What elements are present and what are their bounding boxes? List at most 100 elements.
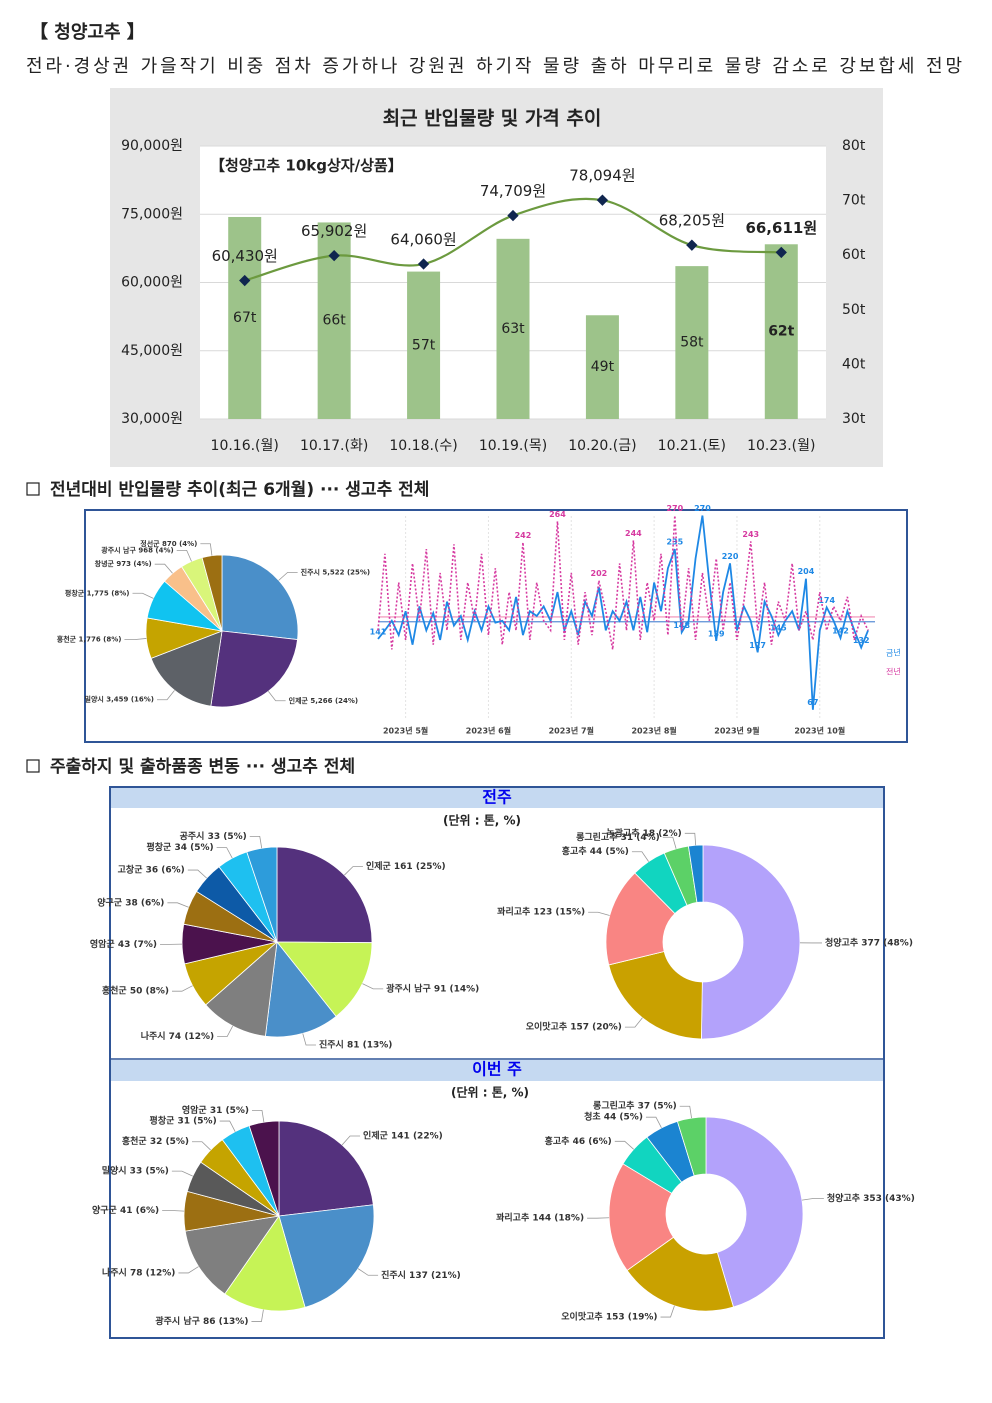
- slice-label: 평창군 31 (5%): [150, 1115, 217, 1127]
- price-marker: [596, 194, 609, 206]
- price-marker: [507, 209, 519, 222]
- y2-tick-label: 50t: [842, 302, 866, 318]
- x-tick-label: 10.19.(목): [479, 438, 547, 454]
- leader-line: [157, 690, 175, 701]
- slice-label: 고창군 36 (6%): [118, 864, 185, 876]
- slice-label: 나주시 78 (12%): [102, 1266, 175, 1278]
- pie-slice: [608, 950, 703, 1040]
- slice-label: 양구군 41 (6%): [92, 1204, 159, 1216]
- point-label: 174: [818, 596, 835, 605]
- leader-line: [614, 1140, 634, 1150]
- bar: [675, 266, 709, 419]
- unit-label: (단위 : 톤, %): [451, 1085, 529, 1100]
- point-label: 204: [798, 567, 815, 576]
- x-tick-label: 2023년 10월: [794, 726, 845, 736]
- price-marker: [239, 274, 251, 287]
- leader-line: [588, 911, 610, 916]
- leader-line: [171, 1170, 193, 1177]
- point-label: 139: [708, 629, 725, 638]
- slice-label: 진주시 137 (21%): [381, 1269, 461, 1281]
- slice-label: 롱그린고추 31 (4%): [576, 831, 660, 843]
- panel-header: [111, 1060, 883, 1081]
- point-label: 67: [807, 698, 818, 707]
- leader-line: [162, 1210, 185, 1212]
- pie-slice: [278, 1204, 375, 1308]
- bar: [228, 216, 262, 419]
- bar: [407, 271, 441, 419]
- slice-label: 창녕군 973 (4%): [95, 559, 152, 568]
- annotation: 【청양고추 10kg상자/상품】: [210, 157, 403, 175]
- checkbox: [26, 482, 40, 496]
- slice-label: 청양고추 353 (43%): [827, 1192, 915, 1204]
- x-tick-label: 10.17.(화): [300, 438, 368, 454]
- pie-slice: [705, 1116, 804, 1308]
- bar-label: 62t: [768, 324, 794, 340]
- pie-slice: [184, 1215, 280, 1295]
- pie-slice: [626, 1236, 734, 1312]
- slice-label: 홍천군 50 (8%): [102, 985, 169, 997]
- y-tick-label: 30,000원: [121, 411, 183, 427]
- point-label: 141: [370, 627, 387, 636]
- leader-line: [679, 1105, 692, 1119]
- y2-tick-label: 70t: [842, 193, 866, 209]
- leader-line: [191, 1141, 211, 1151]
- slice-label: 홍고추 44 (5%): [562, 845, 629, 857]
- slice-label: 나주시 74 (12%): [141, 1030, 214, 1042]
- pie-slice: [210, 630, 298, 708]
- x-tick-label: 10.16.(월): [211, 438, 279, 454]
- bar: [585, 315, 619, 419]
- leader-line: [362, 983, 384, 990]
- slice-label: 진주시 81 (13%): [319, 1038, 392, 1050]
- leader-line: [219, 1120, 236, 1132]
- leader-line: [624, 1017, 643, 1028]
- x-tick-label: 10.18.(수): [389, 438, 457, 454]
- pie-slice: [276, 846, 373, 944]
- slice-label: 광주시 남구 86 (13%): [155, 1315, 248, 1327]
- point-label: 132: [853, 636, 870, 645]
- pie-slice: [276, 941, 373, 1017]
- slice-label: 오이맛고추 153 (19%): [561, 1311, 657, 1323]
- leader-line: [171, 985, 193, 992]
- point-label: 243: [742, 530, 759, 539]
- bar-label: 57t: [412, 337, 436, 353]
- leader-line: [631, 851, 649, 862]
- pie-slice: [605, 872, 676, 966]
- slice-label: 영암군 43 (7%): [90, 938, 157, 950]
- unit-label: (단위 : 톤, %): [443, 813, 521, 828]
- x-tick-label: 2023년 7월: [549, 726, 594, 736]
- point-label: 127: [749, 641, 766, 650]
- legend-label: 금년: [886, 648, 901, 658]
- x-tick-label: 10.21.(토): [658, 438, 726, 454]
- y-tick-label: 60,000원: [121, 275, 183, 291]
- x-tick-label: 10.20.(금): [568, 438, 636, 454]
- leader-line: [249, 835, 263, 849]
- slice-label: 홍천군 32 (5%): [122, 1135, 189, 1147]
- leader-line: [341, 1135, 361, 1146]
- slice-label: 인제군 5,266 (24%): [289, 696, 359, 705]
- leader-line: [217, 1025, 234, 1038]
- price-label: 65,902원: [301, 222, 367, 240]
- price-label: 78,094원: [569, 167, 635, 185]
- price-marker: [686, 239, 698, 251]
- bar-label: 66t: [322, 313, 346, 329]
- page-title: 【 청양고추 】: [30, 22, 145, 43]
- y-tick-label: 75,000원: [121, 206, 183, 222]
- y2-tick-label: 60t: [842, 247, 866, 263]
- slice-label: 공주시 33 (5%): [180, 831, 247, 842]
- bar: [496, 238, 530, 419]
- point-label: 220: [722, 552, 739, 561]
- point-label: 270: [694, 504, 711, 513]
- x-tick-label: 2023년 9월: [714, 726, 759, 736]
- bar: [764, 244, 798, 419]
- legend-label: 전년: [886, 667, 901, 677]
- point-label: 264: [549, 510, 566, 519]
- pie-slice: [608, 1163, 675, 1271]
- x-tick-label: 2023년 8월: [631, 726, 676, 736]
- bar-label: 49t: [591, 359, 615, 375]
- slice-label: 광주시 남구 968 (4%): [101, 545, 173, 554]
- y-tick-label: 45,000원: [121, 343, 183, 359]
- leader-line: [645, 1116, 662, 1129]
- leader-line: [167, 902, 189, 908]
